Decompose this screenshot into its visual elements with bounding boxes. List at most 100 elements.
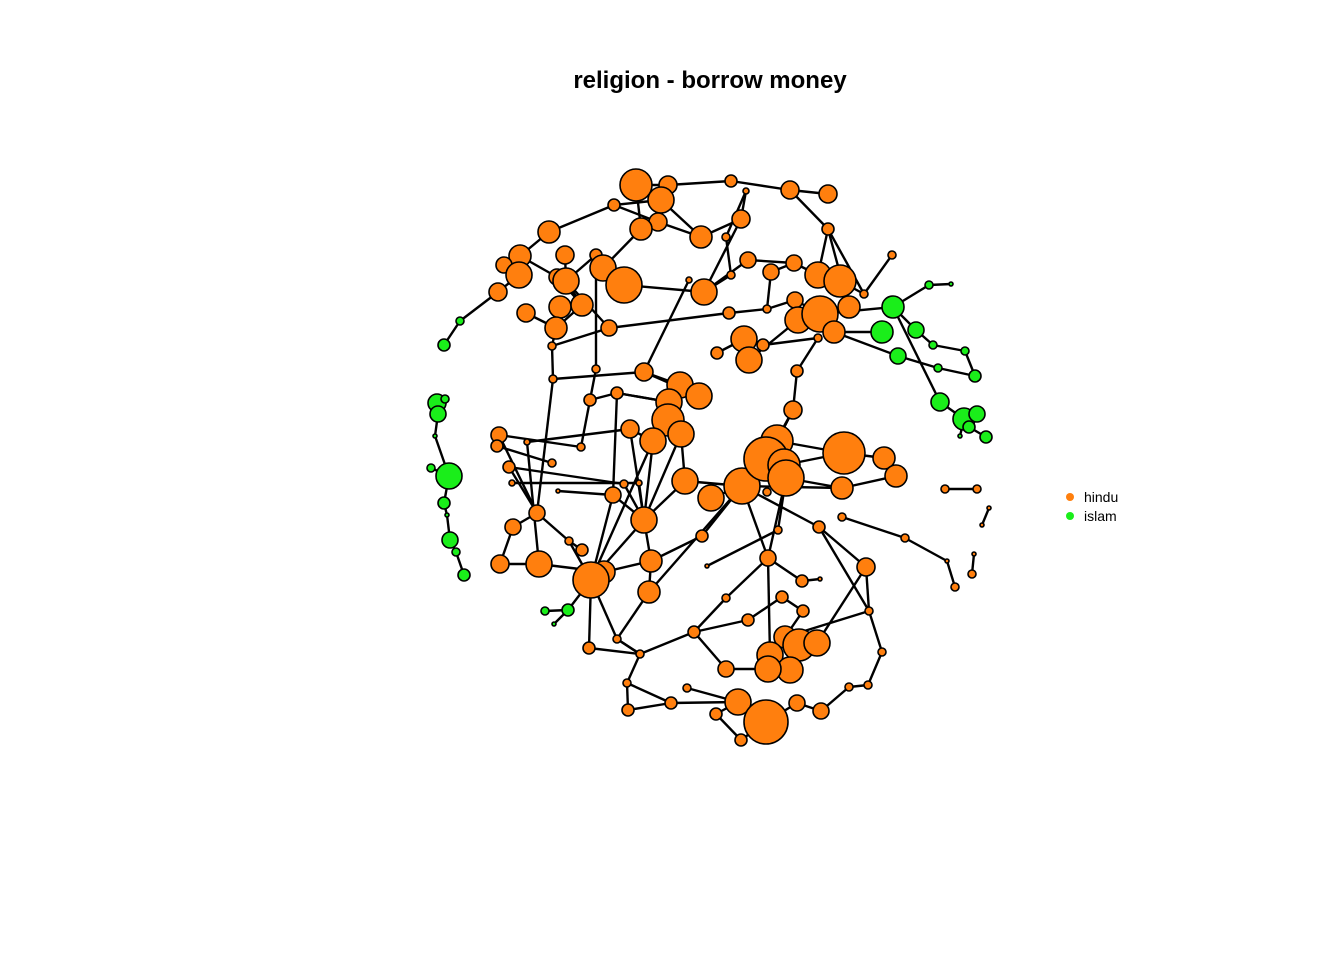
node-islam <box>881 295 905 319</box>
node-hindu <box>572 561 610 599</box>
node-hindu <box>837 295 861 319</box>
edge <box>863 254 893 295</box>
node-hindu <box>687 625 701 639</box>
node-hindu <box>612 634 622 644</box>
node-hindu <box>785 254 803 272</box>
edge <box>841 515 906 540</box>
node-hindu <box>726 270 736 280</box>
node-islam <box>435 462 463 490</box>
edge <box>817 526 871 612</box>
node-hindu <box>803 629 831 657</box>
node-hindu <box>537 220 561 244</box>
node-hindu <box>796 604 810 618</box>
edge <box>730 179 791 192</box>
edge <box>725 557 769 599</box>
edge <box>507 466 539 514</box>
node-islam <box>440 394 450 404</box>
node-hindu <box>818 184 838 204</box>
node-hindu <box>724 174 738 188</box>
node-islam <box>968 405 986 423</box>
edge <box>611 392 619 496</box>
legend-label-hindu: hindu <box>1084 489 1118 505</box>
edge <box>526 427 631 444</box>
node-hindu <box>622 678 632 688</box>
node-hindu <box>490 554 510 574</box>
edge <box>724 236 733 276</box>
node-hindu <box>629 217 653 241</box>
node-hindu <box>548 374 558 384</box>
node-islam <box>968 369 982 383</box>
edge <box>891 306 942 403</box>
node-hindu <box>739 251 757 269</box>
edge <box>626 681 672 705</box>
edge <box>766 557 772 656</box>
node-hindu <box>731 209 751 229</box>
node-hindu <box>619 479 629 489</box>
node-islam <box>429 405 447 423</box>
node-islam <box>930 392 950 412</box>
node-hindu <box>721 593 731 603</box>
node-hindu <box>528 504 546 522</box>
node-hindu <box>812 702 830 720</box>
legend-label-islam: islam <box>1084 508 1117 524</box>
node-hindu <box>788 694 806 712</box>
node-hindu <box>555 488 561 494</box>
node-hindu <box>844 682 854 692</box>
node-hindu <box>721 232 731 242</box>
node-hindu <box>604 486 622 504</box>
node-hindu <box>722 306 736 320</box>
node-hindu <box>620 419 640 439</box>
node-islam <box>432 433 438 439</box>
node-hindu <box>900 533 910 543</box>
node-hindu <box>600 319 618 337</box>
edge <box>550 345 555 380</box>
node-islam <box>441 531 459 549</box>
node-hindu <box>682 683 692 693</box>
node-hindu <box>823 264 857 298</box>
node-islam <box>457 568 471 582</box>
node-hindu <box>863 680 873 690</box>
node-hindu <box>607 198 621 212</box>
edge <box>551 326 610 348</box>
node-hindu <box>508 479 516 487</box>
node-hindu <box>786 291 804 309</box>
node-hindu <box>564 536 574 546</box>
node-hindu <box>505 261 533 289</box>
node-islam <box>451 547 461 557</box>
edge <box>648 485 743 593</box>
edge <box>904 536 948 563</box>
edge <box>579 399 592 448</box>
node-islam <box>455 316 465 326</box>
node-hindu <box>864 606 874 616</box>
node-hindu <box>780 180 800 200</box>
node-islam <box>540 606 550 616</box>
node-hindu <box>523 438 531 446</box>
node-hindu <box>837 512 847 522</box>
node-hindu <box>630 506 658 534</box>
node-islam <box>957 433 963 439</box>
node-hindu <box>944 558 950 564</box>
node-hindu <box>735 346 763 374</box>
node-hindu <box>723 467 761 505</box>
legend: hindu islam <box>1066 489 1118 524</box>
node-hindu <box>812 520 826 534</box>
node-hindu <box>583 393 597 407</box>
node-hindu <box>605 266 643 304</box>
edge <box>535 378 555 514</box>
node-hindu <box>695 529 709 543</box>
node-hindu <box>856 557 876 577</box>
node-hindu <box>940 484 950 494</box>
node-hindu <box>570 293 594 317</box>
node-islam <box>962 420 976 434</box>
node-hindu <box>547 458 557 468</box>
node-hindu <box>671 467 699 495</box>
node-islam <box>960 346 970 356</box>
node-hindu <box>544 316 568 340</box>
node-hindu <box>576 442 586 452</box>
node-hindu <box>555 245 575 265</box>
edge <box>667 179 732 187</box>
diagram-title: religion - borrow money <box>573 67 847 94</box>
node-islam <box>561 603 575 617</box>
edge <box>497 434 539 514</box>
edge <box>508 465 625 486</box>
